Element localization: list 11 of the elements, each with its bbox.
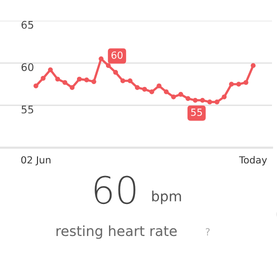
- annotation: 60: [111, 51, 123, 59]
- y-tick-label: 55: [22, 106, 34, 114]
- text: ?: [206, 228, 210, 236]
- annotation: 55: [191, 108, 202, 116]
- y-tick-label: 60: [22, 63, 34, 72]
- x-tick-label: Today: [239, 156, 267, 166]
- y-tick-label: 65: [22, 20, 34, 29]
- text: bpm: [152, 190, 181, 204]
- text: resting heart rate: [56, 225, 177, 239]
- text: 60: [94, 176, 136, 204]
- x-tick-label: 02 Jun: [21, 156, 50, 166]
